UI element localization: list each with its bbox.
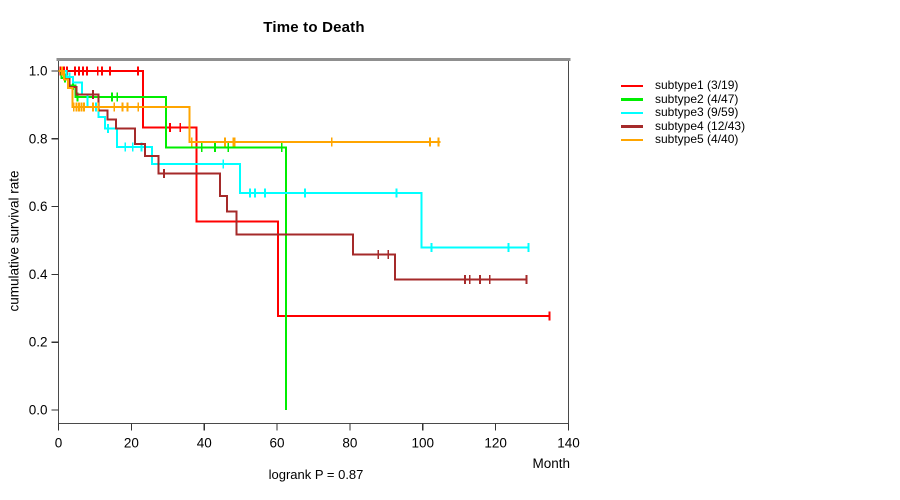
x-tick-label: 0	[55, 436, 63, 451]
legend-item-subtype3: subtype3 (9/59)	[621, 106, 745, 120]
legend-line-swatch	[621, 98, 643, 101]
survival-curve-subtype5	[58, 66, 441, 147]
plot-box	[57, 57, 570, 425]
legend-line-swatch	[621, 125, 643, 128]
legend-item-label: subtype3 (9/59)	[655, 105, 739, 120]
survival-curve-subtype4	[58, 70, 528, 284]
legend-line-swatch	[621, 84, 643, 87]
y-axis: 0.0 0.2 0.4 0.6 0.8 1.0	[29, 64, 59, 418]
survival-step-line	[58, 70, 441, 144]
survival-step-line	[58, 70, 527, 281]
x-axis: 0 20 40 60 80 100 120 140	[55, 423, 580, 451]
y-tick-label: 0.2	[29, 335, 48, 350]
legend-item-label: subtype2 (4/47)	[655, 91, 739, 106]
y-tick-label: 0.0	[29, 403, 48, 418]
legend-item-subtype4: subtype4 (12/43)	[621, 118, 746, 134]
legend-line-swatch	[621, 111, 643, 115]
censor-ticks-subtype2	[64, 73, 283, 152]
legend-item-subtype2: subtype2 (4/47)	[621, 91, 745, 107]
censor-ticks-subtype4	[92, 90, 528, 284]
survival-step-line	[58, 70, 288, 410]
x-tick-label: 40	[197, 436, 212, 451]
y-tick-label: 0.6	[29, 199, 48, 214]
x-tick-label: 140	[557, 436, 580, 451]
chart-title: Time to Death	[263, 19, 365, 36]
legend-line-swatch	[621, 138, 643, 142]
survival-step-line	[58, 70, 551, 317]
legend-item-subtype5: subtype5 (4/40)	[621, 133, 745, 147]
survival-curve-subtype1	[58, 66, 551, 321]
legend: subtype1 (3/19) subtype2 (4/47) subtype3 (…	[621, 78, 746, 147]
censor-ticks-subtype5	[61, 66, 440, 147]
y-tick-label: 1.0	[29, 64, 48, 79]
survival-step-line	[58, 70, 529, 249]
legend-item-subtype1: subtype1 (3/19)	[621, 78, 745, 93]
legend-item-label: subtype4 (12/43)	[655, 118, 746, 133]
y-tick-label: 0.4	[29, 267, 48, 282]
legend-item-label: subtype1 (3/19)	[655, 78, 739, 92]
censor-ticks-subtype3	[68, 72, 530, 252]
x-tick-label: 100	[412, 436, 435, 451]
legend-item-label: subtype5 (4/40)	[655, 132, 739, 147]
y-tick-label: 0.8	[29, 131, 48, 146]
x-tick-label: 80	[342, 436, 357, 451]
x-tick-label: 120	[484, 436, 507, 451]
x-tick-label: 20	[124, 436, 139, 451]
x-tick-label: 60	[270, 436, 285, 451]
x-axis-label: Month	[532, 456, 570, 471]
survival-curve-subtype2	[58, 70, 288, 410]
survival-curve-subtype3	[58, 70, 530, 252]
logrank-p-value: logrank P = 0.87	[268, 467, 364, 482]
